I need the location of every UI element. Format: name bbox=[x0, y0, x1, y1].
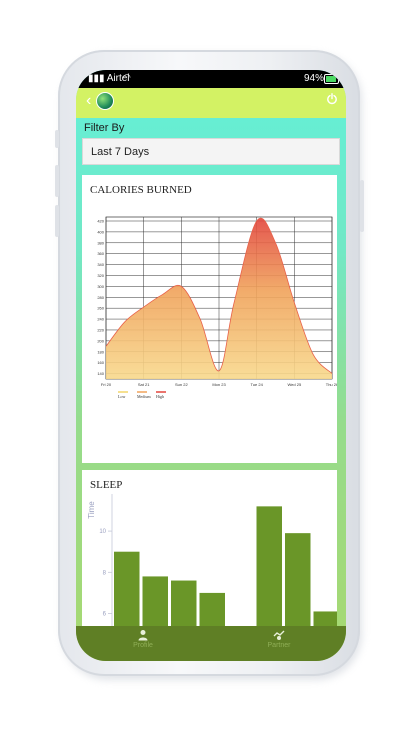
sleep-bar bbox=[171, 580, 197, 630]
power-icon[interactable] bbox=[326, 93, 338, 105]
calories-y-tick-label: 240 bbox=[97, 317, 104, 322]
person-icon bbox=[138, 630, 148, 641]
tab-profile[interactable]: Profile bbox=[98, 629, 188, 649]
sleep-bar bbox=[256, 506, 282, 630]
sleep-y-tick-label: 10 bbox=[99, 529, 106, 535]
globe-logo-icon bbox=[96, 92, 114, 110]
sleep-title: SLEEP bbox=[90, 479, 123, 491]
calories-y-tick-label: 160 bbox=[97, 360, 104, 365]
tab-bar: Profile Partner bbox=[76, 626, 346, 661]
battery-icon bbox=[324, 74, 339, 84]
volume-up-button bbox=[55, 165, 59, 197]
calories-y-tick-label: 140 bbox=[97, 371, 104, 376]
sleep-y-tick-label: 6 bbox=[103, 612, 107, 618]
calories-legend-label: Low bbox=[118, 394, 125, 399]
calories-x-tick-label: Wed 25 bbox=[287, 382, 301, 387]
calories-y-tick-label: 340 bbox=[97, 262, 104, 267]
tab-profile-label: Profile bbox=[133, 642, 153, 649]
calories-y-tick-label: 420 bbox=[97, 219, 104, 224]
calories-x-tick-label: Mon 23 bbox=[212, 382, 226, 387]
sleep-chart: 6 8 10 Time bbox=[87, 494, 337, 630]
sleep-bar bbox=[199, 592, 225, 630]
sleep-bar bbox=[313, 611, 337, 630]
calories-x-tick-label: Fri 20 bbox=[101, 382, 112, 387]
calories-chart: 140 160 180 200 220 240 260 280 300 320 340 360 380 4… bbox=[97, 216, 337, 399]
power-side-button bbox=[360, 180, 364, 232]
calories-y-tick-label: 380 bbox=[97, 240, 104, 245]
calories-card: CALORIES BURNED 140 160 180 200 220 240 260 280… bbox=[82, 175, 337, 463]
calories-y-tick-label: 180 bbox=[97, 349, 104, 354]
calories-y-tick-label: 260 bbox=[97, 306, 104, 311]
calories-line bbox=[105, 217, 333, 374]
battery-percent: 94% bbox=[304, 73, 325, 84]
calories-y-tick-label: 200 bbox=[97, 338, 104, 343]
calories-area bbox=[106, 218, 332, 379]
sleep-card: SLEEP 6 8 10 Time bbox=[82, 470, 337, 630]
calories-title: CALORIES BURNED bbox=[90, 184, 192, 196]
partner-icon bbox=[273, 630, 285, 640]
calories-y-tick-label: 280 bbox=[97, 295, 104, 300]
sleep-bar bbox=[285, 533, 311, 630]
date-range-select[interactable]: Last 7 Days bbox=[82, 138, 340, 165]
calories-y-tick-label: 400 bbox=[97, 229, 104, 234]
calories-x-tick-label: Sun 22 bbox=[175, 382, 188, 387]
calories-x-tick-label: Thu 26 bbox=[326, 382, 337, 387]
calories-x-tick-label: Sat 21 bbox=[138, 382, 150, 387]
calories-y-tick-label: 320 bbox=[97, 273, 104, 278]
sleep-y-axis-label: Time bbox=[87, 501, 96, 519]
calories-x-tick-label: Tue 24 bbox=[251, 382, 264, 387]
sleep-bar bbox=[142, 576, 168, 630]
app-screen: ▮▮▮ Airtel ◠ 94% ‹ Filter By Last 7 Days… bbox=[76, 70, 346, 661]
tab-partner-label: Partner bbox=[267, 642, 291, 649]
app-header: ‹ bbox=[76, 88, 346, 118]
sleep-y-tick-label: 8 bbox=[103, 570, 107, 576]
calories-legend-label: Medium bbox=[137, 394, 151, 399]
sleep-bar bbox=[114, 551, 140, 630]
calories-y-tick-label: 360 bbox=[97, 251, 104, 256]
mute-switch bbox=[55, 130, 59, 148]
carrier-label: ▮▮▮ Airtel bbox=[88, 73, 130, 84]
tab-partner[interactable]: Partner bbox=[234, 629, 324, 649]
calories-legend-label: High bbox=[156, 394, 164, 399]
wifi-icon: ◠ bbox=[123, 72, 131, 82]
filter-label: Filter By bbox=[84, 122, 125, 134]
calories-y-tick-label: 300 bbox=[97, 284, 104, 289]
calories-y-tick-label: 220 bbox=[97, 327, 104, 332]
volume-down-button bbox=[55, 205, 59, 237]
back-chevron-icon[interactable]: ‹ bbox=[86, 92, 92, 109]
